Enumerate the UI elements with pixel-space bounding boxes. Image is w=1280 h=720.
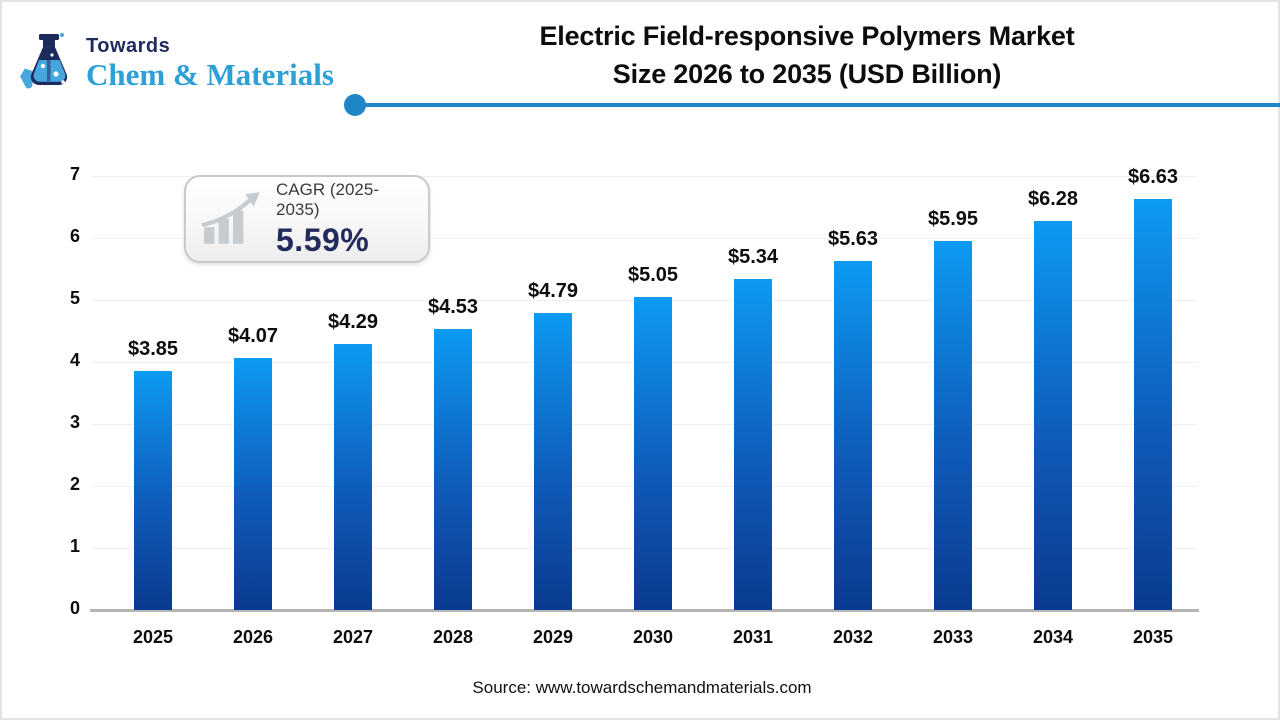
x-tick-label-2032: 2032	[832, 627, 874, 647]
gridline-6	[92, 238, 1197, 239]
y-tick-label-6: 6	[69, 226, 80, 246]
x-tick-label-2034: 2034	[1032, 627, 1074, 647]
source-note: Source: www.towardschemandmaterials.com	[472, 678, 812, 697]
y-tick-label-2: 2	[69, 474, 80, 494]
x-tick-label-2029: 2029	[532, 627, 574, 647]
bar-2026	[234, 358, 272, 610]
bar-2034	[1034, 221, 1072, 610]
cagr-value: 5.59%	[276, 221, 370, 258]
bar-value-label-2033: $5.95	[927, 208, 979, 230]
bar-2031	[734, 279, 772, 610]
bar-value-label-2030: $5.05	[627, 264, 679, 286]
x-tick-label-2027: 2027	[332, 627, 374, 647]
bar-2029	[534, 313, 572, 610]
x-tick-label-2031: 2031	[732, 627, 774, 647]
bar-value-label-2034: $6.28	[1027, 188, 1079, 210]
divider-line	[355, 103, 1280, 107]
bar-value-label-2027: $4.29	[327, 311, 379, 333]
chart-title-line2: Size 2026 to 2035 (USD Billion)	[612, 58, 1002, 89]
bar-value-label-2028: $4.53	[427, 296, 479, 318]
y-tick-label-5: 5	[69, 288, 80, 308]
bar-2032	[834, 261, 872, 610]
growth-trend-icon	[201, 192, 260, 244]
y-tick-label-7: 7	[69, 164, 80, 184]
bar-2028	[434, 329, 472, 610]
brand-name-bottom: Chem & Materials	[86, 57, 334, 92]
y-tick-label-4: 4	[69, 350, 80, 370]
bar-value-label-2031: $5.34	[727, 246, 779, 268]
chart-title: Electric Field-responsive Polymers Marke…	[432, 18, 1182, 94]
x-tick-label-2030: 2030	[632, 627, 674, 647]
x-tick-label-2025: 2025	[132, 627, 174, 647]
bar-2035	[1134, 199, 1172, 610]
x-tick-label-2028: 2028	[432, 627, 474, 647]
y-tick-label-3: 3	[69, 412, 80, 432]
bar-2033	[934, 241, 972, 610]
cagr-badge: CAGR (2025-2035) 5.59%	[184, 175, 430, 263]
brand-logo-text: Towards Chem & Materials	[86, 36, 334, 90]
chart-title-line1: Electric Field-responsive Polymers Marke…	[539, 21, 1075, 51]
bar-value-label-2029: $4.79	[527, 280, 579, 302]
flask-logo-icon	[20, 33, 68, 89]
brand-logo: Towards Chem & Materials	[18, 30, 334, 96]
bar-value-label-2025: $3.85	[127, 338, 179, 360]
bar-2030	[634, 297, 672, 610]
y-tick-label-0: 0	[69, 598, 80, 618]
cagr-label: CAGR (2025-2035)	[276, 179, 379, 219]
gridline-7	[92, 176, 1197, 177]
brand-name-top: Towards	[86, 35, 171, 57]
cagr-text: CAGR (2025-2035) 5.59%	[276, 180, 418, 259]
bar-value-label-2032: $5.63	[827, 228, 879, 250]
bar-value-label-2035: $6.63	[1127, 166, 1179, 188]
x-tick-label-2033: 2033	[932, 627, 974, 647]
bar-2025	[134, 371, 172, 610]
y-tick-label-1: 1	[69, 536, 80, 556]
x-tick-label-2026: 2026	[232, 627, 274, 647]
bar-value-label-2026: $4.07	[227, 325, 279, 347]
x-axis-line	[90, 609, 1199, 612]
x-tick-label-2035: 2035	[1132, 627, 1174, 647]
bar-2027	[334, 344, 372, 610]
